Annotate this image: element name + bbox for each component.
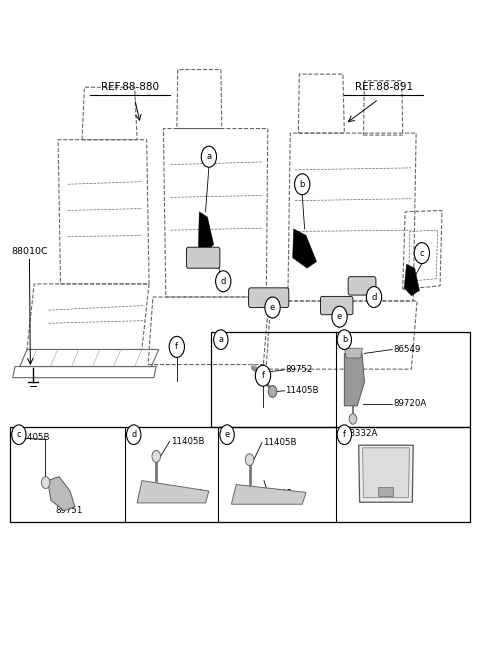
Text: b: b [342,335,347,344]
Text: f: f [343,430,346,440]
Circle shape [220,425,234,445]
Text: e: e [225,430,229,440]
Text: 89720A: 89720A [393,399,426,409]
Circle shape [414,242,430,263]
Circle shape [295,173,310,194]
FancyBboxPatch shape [186,247,220,268]
Bar [211,332,470,427]
Circle shape [201,147,216,168]
Text: 89898B: 89898B [170,489,204,498]
Circle shape [337,425,351,445]
Circle shape [127,425,141,445]
Polygon shape [359,445,413,502]
Text: d: d [372,292,377,302]
FancyBboxPatch shape [249,288,289,307]
Text: f: f [175,342,179,351]
Circle shape [349,414,357,424]
Text: a: a [206,152,212,161]
Text: b: b [300,180,305,189]
Polygon shape [198,212,214,251]
Circle shape [169,336,184,357]
Text: 11405B: 11405B [16,434,49,442]
Polygon shape [48,477,75,510]
Circle shape [245,454,254,466]
Text: c: c [420,248,424,258]
Polygon shape [137,481,209,503]
Text: a: a [218,335,223,344]
Text: REF.88-891: REF.88-891 [355,82,413,92]
Circle shape [255,365,271,386]
Text: 11405B: 11405B [170,437,204,445]
Circle shape [216,271,231,292]
Circle shape [332,306,347,327]
Text: 68332A: 68332A [344,429,378,438]
Bar [10,427,470,522]
FancyBboxPatch shape [321,296,353,315]
Circle shape [337,330,351,350]
Circle shape [366,286,382,307]
Circle shape [214,330,228,350]
Circle shape [41,477,50,488]
Text: f: f [262,371,264,380]
Text: 11405B: 11405B [263,438,297,447]
Text: 89752: 89752 [286,365,313,374]
Text: d: d [221,277,226,286]
Text: 86549: 86549 [393,345,420,354]
Text: 89795: 89795 [265,489,292,498]
Text: 11405B: 11405B [286,386,319,396]
Text: 89751: 89751 [56,507,83,515]
Text: e: e [337,312,342,321]
Circle shape [12,425,26,445]
Bar [378,486,393,495]
FancyBboxPatch shape [348,277,376,295]
Text: e: e [270,303,275,312]
Polygon shape [404,264,420,296]
Polygon shape [344,348,362,358]
Circle shape [265,297,280,318]
Circle shape [268,386,277,397]
Circle shape [152,451,160,463]
Text: c: c [17,430,21,440]
Polygon shape [344,353,364,406]
Polygon shape [231,484,306,504]
Text: d: d [131,430,136,440]
Polygon shape [293,229,317,268]
Polygon shape [362,448,409,497]
Text: REF.88-880: REF.88-880 [101,82,159,92]
Text: 88010C: 88010C [11,246,48,256]
